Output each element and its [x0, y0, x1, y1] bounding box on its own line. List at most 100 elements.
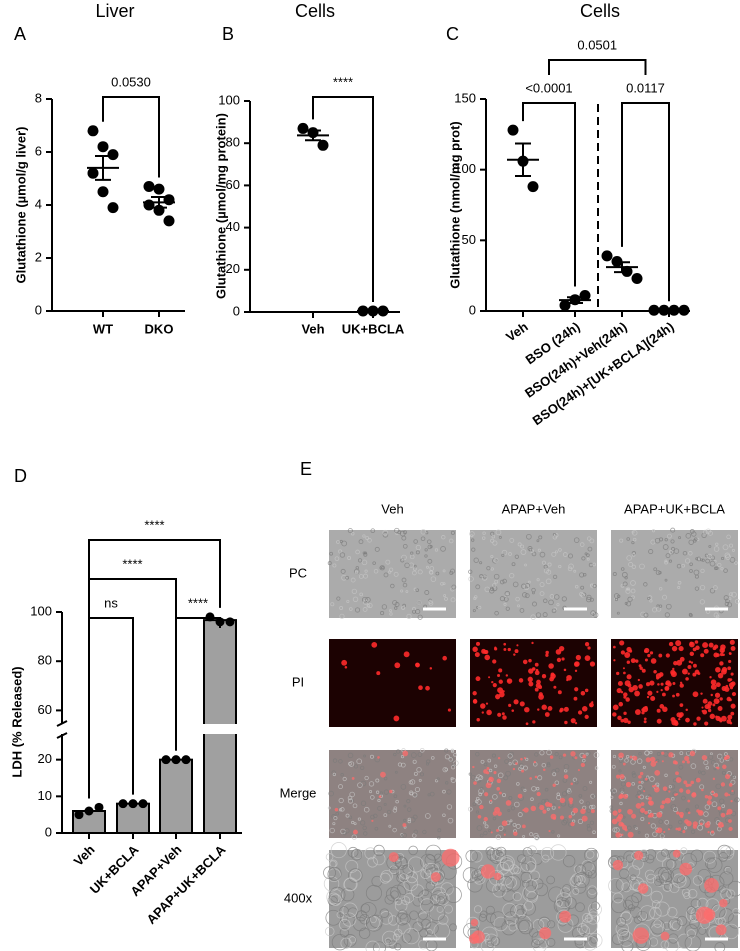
stained-cell	[702, 698, 708, 704]
texture	[393, 806, 398, 810]
stained-cell	[547, 706, 553, 711]
texture	[590, 793, 596, 799]
stained-cell	[728, 698, 732, 702]
texture	[688, 612, 693, 617]
row-label: Merge	[280, 785, 317, 800]
texture	[517, 854, 527, 864]
texture	[494, 848, 504, 858]
stained-cell	[626, 646, 632, 653]
texture	[399, 873, 409, 883]
data-point	[171, 755, 181, 765]
texture	[668, 549, 673, 554]
stained-cell	[620, 650, 625, 655]
texture	[714, 817, 720, 823]
texture	[593, 752, 600, 758]
stained-cell	[589, 661, 596, 667]
texture	[650, 923, 664, 937]
texture	[368, 781, 375, 787]
data-point	[163, 194, 175, 206]
texture	[448, 756, 455, 763]
texture	[590, 901, 600, 911]
texture	[381, 930, 398, 947]
stained-cell	[584, 642, 590, 647]
stained-cell	[477, 814, 482, 819]
texture	[451, 584, 457, 590]
stained-cell	[528, 668, 534, 674]
error-bar	[305, 129, 321, 142]
stained-cell	[568, 814, 572, 819]
texture	[720, 567, 724, 571]
stained-cell	[731, 691, 737, 697]
stained-cell	[720, 782, 726, 787]
stained-cell	[377, 756, 380, 759]
texture	[517, 604, 520, 608]
texture	[708, 544, 712, 548]
stained-cell	[623, 711, 627, 716]
stained-cell	[649, 680, 655, 686]
texture	[360, 765, 365, 771]
texture	[476, 825, 483, 831]
y-tick-label: 100	[218, 92, 240, 107]
stained-cell	[574, 687, 579, 692]
y-tick-label: 60	[226, 177, 240, 192]
texture	[451, 763, 456, 768]
texture	[625, 754, 630, 759]
stained-cell	[496, 829, 499, 832]
stained-cell	[617, 715, 622, 721]
texture	[450, 530, 455, 535]
texture	[356, 758, 363, 765]
texture	[349, 791, 355, 798]
stained-cell	[712, 793, 715, 796]
texture	[390, 884, 407, 901]
texture	[413, 771, 418, 776]
stained-cell	[684, 819, 689, 824]
texture	[330, 842, 347, 859]
y-tick-label: 80	[226, 135, 240, 150]
texture	[347, 556, 352, 560]
texture	[327, 806, 331, 810]
stained-cell	[615, 832, 621, 838]
stained-cell	[476, 718, 480, 722]
texture	[661, 858, 675, 871]
texture	[496, 846, 507, 857]
stained-cell	[555, 649, 562, 655]
stained-cell	[538, 692, 543, 697]
texture	[531, 587, 536, 593]
texture	[509, 537, 515, 543]
stained-cell	[660, 682, 664, 686]
texture	[610, 790, 616, 796]
texture	[621, 929, 630, 938]
texture	[689, 569, 693, 573]
texture	[427, 544, 433, 550]
texture	[336, 596, 341, 601]
texture	[395, 912, 409, 926]
stained-cell	[559, 707, 564, 712]
texture	[709, 560, 716, 567]
stained-cell	[511, 709, 515, 712]
texture	[714, 942, 726, 951]
stained-cell	[486, 766, 490, 771]
texture	[446, 804, 453, 810]
stained-cell	[624, 652, 631, 658]
stained-cell	[557, 690, 562, 695]
texture	[362, 551, 366, 555]
stained-cell	[447, 708, 452, 712]
stained-cell	[612, 859, 624, 871]
texture	[403, 530, 407, 535]
texture	[551, 830, 555, 834]
texture	[501, 793, 507, 798]
texture	[425, 844, 442, 861]
texture	[364, 551, 367, 555]
texture	[654, 901, 670, 917]
row-label: PC	[289, 565, 307, 580]
texture	[415, 588, 420, 592]
texture	[731, 774, 735, 779]
texture	[574, 584, 579, 589]
texture	[729, 592, 733, 597]
stained-cell	[524, 706, 530, 713]
texture	[589, 597, 594, 602]
texture	[486, 566, 491, 571]
texture	[494, 579, 499, 584]
stained-cell	[344, 665, 348, 669]
texture	[493, 557, 499, 563]
